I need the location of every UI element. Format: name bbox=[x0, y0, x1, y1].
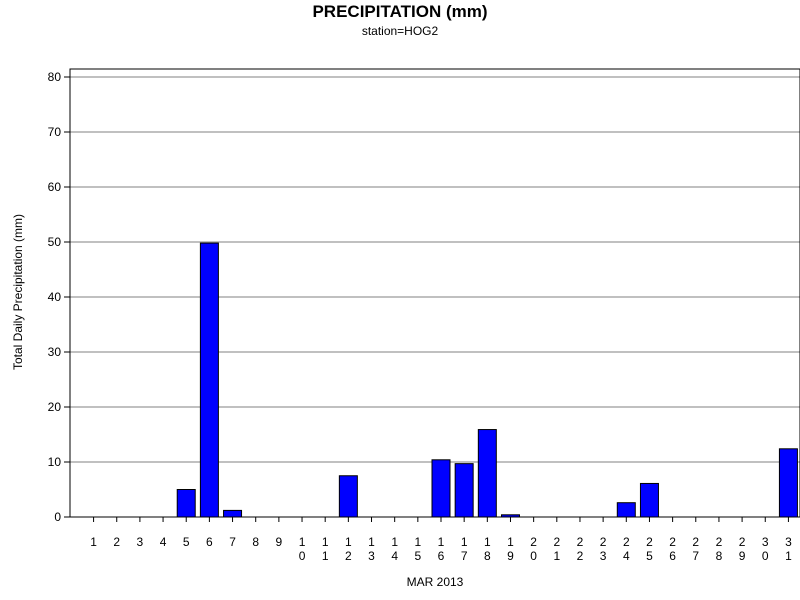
x-tick-label: 9 bbox=[276, 535, 283, 549]
y-tick-label: 80 bbox=[48, 70, 62, 84]
x-ticks: 1 2 3 4 5 6 7 8 9 1 01 11 21 31 41 51 61 71 81 92 02 12 22 32 42… bbox=[90, 517, 792, 563]
bar bbox=[431, 459, 451, 518]
x-tick-label: 7 bbox=[229, 535, 236, 549]
y-tick-label: 30 bbox=[48, 345, 62, 359]
y-tick-label: 40 bbox=[48, 290, 62, 304]
x-tick-label: 6 bbox=[206, 535, 213, 549]
y-tick-label: 20 bbox=[48, 400, 62, 414]
chart-subtitle: station=HOG2 bbox=[362, 24, 439, 38]
y-tick-label: 0 bbox=[54, 510, 61, 524]
x-tick-label: 1 bbox=[90, 535, 97, 549]
y-tick-label: 50 bbox=[48, 235, 62, 249]
bar bbox=[338, 475, 358, 518]
grid-lines bbox=[70, 76, 800, 463]
y-tick-label: 10 bbox=[48, 455, 62, 469]
plot-frame bbox=[69, 68, 800, 518]
bar bbox=[778, 448, 798, 518]
x-tick-label: 5 bbox=[183, 535, 190, 549]
y-tick-label: 70 bbox=[48, 125, 62, 139]
chart-title: PRECIPITATION (mm) bbox=[312, 2, 487, 21]
y-ticks: 0 10 20 30 40 50 60 70 80 bbox=[48, 70, 70, 524]
x-tick-label: 2 bbox=[113, 535, 120, 549]
bar bbox=[223, 509, 243, 518]
bar bbox=[639, 482, 659, 518]
y-tick-label: 60 bbox=[48, 180, 62, 194]
bar bbox=[477, 429, 497, 518]
y-axis-label: Total Daily Precipitation (mm) bbox=[11, 214, 25, 370]
x-axis-label: MAR 2013 bbox=[407, 575, 464, 589]
x-tick-label: 4 bbox=[160, 535, 167, 549]
bar bbox=[616, 502, 636, 518]
x-tick-label: 8 bbox=[252, 535, 259, 549]
bar bbox=[199, 242, 219, 518]
bar bbox=[454, 463, 474, 518]
x-tick-label: 3 bbox=[137, 535, 144, 549]
bar bbox=[176, 489, 196, 518]
bars bbox=[176, 242, 798, 518]
